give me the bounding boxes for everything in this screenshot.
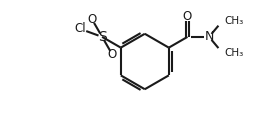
Text: N: N (204, 30, 214, 43)
Text: O: O (107, 48, 117, 61)
Text: CH₃: CH₃ (224, 16, 243, 26)
Text: O: O (183, 10, 192, 23)
Text: O: O (87, 13, 97, 26)
Text: S: S (98, 30, 107, 44)
Text: CH₃: CH₃ (224, 48, 243, 58)
Text: Cl: Cl (75, 23, 86, 36)
